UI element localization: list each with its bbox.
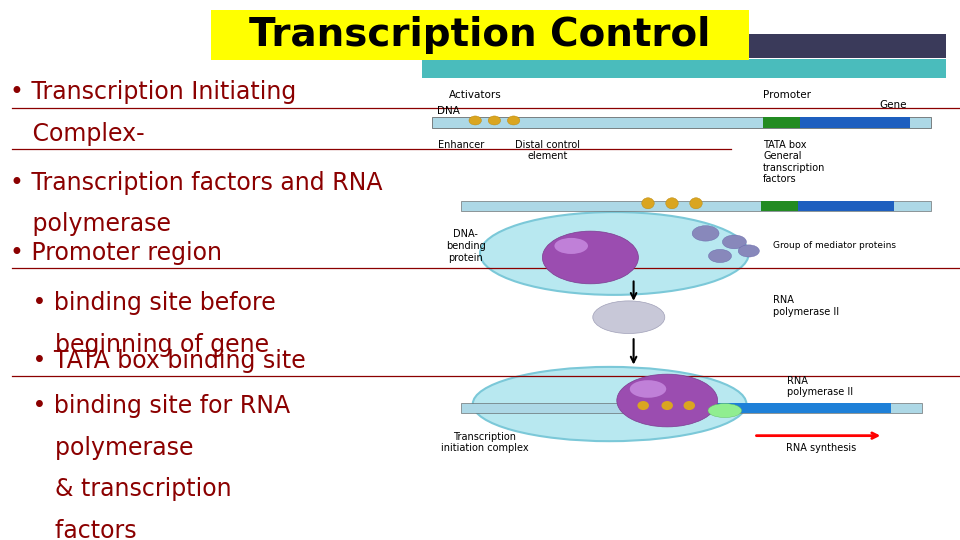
Ellipse shape <box>708 249 732 262</box>
Text: TATA box
General
transcription
factors: TATA box General transcription factors <box>763 139 826 184</box>
Ellipse shape <box>666 198 678 209</box>
Text: • Promoter region: • Promoter region <box>10 241 222 265</box>
Ellipse shape <box>468 116 481 125</box>
Ellipse shape <box>617 374 718 427</box>
FancyBboxPatch shape <box>422 33 946 58</box>
FancyBboxPatch shape <box>798 201 894 211</box>
FancyBboxPatch shape <box>432 117 931 128</box>
Text: RNA synthesis: RNA synthesis <box>785 443 856 453</box>
Ellipse shape <box>641 198 655 209</box>
Text: • Transcription factors and RNA: • Transcription factors and RNA <box>10 171 382 194</box>
Ellipse shape <box>689 198 703 209</box>
Text: Transcription
initiation complex: Transcription initiation complex <box>441 432 529 454</box>
Text: Promoter: Promoter <box>763 90 811 100</box>
FancyBboxPatch shape <box>422 59 946 78</box>
Text: polymerase: polymerase <box>10 212 171 237</box>
FancyBboxPatch shape <box>680 402 891 413</box>
Text: RNA
polymerase II: RNA polymerase II <box>787 376 853 397</box>
Ellipse shape <box>593 301 665 334</box>
Ellipse shape <box>630 380 666 398</box>
Text: Complex-: Complex- <box>10 122 144 146</box>
Ellipse shape <box>708 403 741 417</box>
Text: • binding site for RNA: • binding site for RNA <box>10 394 290 418</box>
Ellipse shape <box>555 238 588 254</box>
FancyBboxPatch shape <box>461 201 931 211</box>
FancyBboxPatch shape <box>761 201 798 211</box>
Ellipse shape <box>684 401 695 410</box>
Ellipse shape <box>473 367 747 441</box>
Text: Group of mediator proteins: Group of mediator proteins <box>773 241 896 251</box>
FancyBboxPatch shape <box>763 117 800 128</box>
Text: DNA-
bending
protein: DNA- bending protein <box>445 230 486 262</box>
FancyBboxPatch shape <box>643 402 680 413</box>
Ellipse shape <box>692 226 719 241</box>
Ellipse shape <box>637 401 649 410</box>
Ellipse shape <box>738 245 759 257</box>
Text: Enhancer: Enhancer <box>438 139 484 150</box>
Text: & transcription: & transcription <box>10 477 231 501</box>
Text: • binding site before: • binding site before <box>10 291 276 315</box>
Text: polymerase: polymerase <box>10 436 193 460</box>
FancyBboxPatch shape <box>211 10 749 60</box>
Text: DNA: DNA <box>437 106 460 117</box>
Text: Transcription Control: Transcription Control <box>250 16 710 54</box>
Text: • Transcription Initiating: • Transcription Initiating <box>10 80 296 104</box>
Text: Activators: Activators <box>449 90 501 100</box>
Ellipse shape <box>661 401 673 410</box>
Text: RNA
polymerase II: RNA polymerase II <box>773 295 839 317</box>
Text: • TATA box binding site: • TATA box binding site <box>10 349 305 373</box>
Ellipse shape <box>507 116 520 125</box>
FancyBboxPatch shape <box>461 402 922 413</box>
Ellipse shape <box>542 231 638 284</box>
Ellipse shape <box>722 235 747 249</box>
Text: Distal control
element: Distal control element <box>515 139 580 161</box>
Text: beginning of gene: beginning of gene <box>10 333 269 357</box>
Ellipse shape <box>489 116 501 125</box>
Text: Gene: Gene <box>879 100 906 110</box>
Ellipse shape <box>480 212 749 295</box>
Text: factors: factors <box>10 519 136 540</box>
FancyBboxPatch shape <box>800 117 910 128</box>
